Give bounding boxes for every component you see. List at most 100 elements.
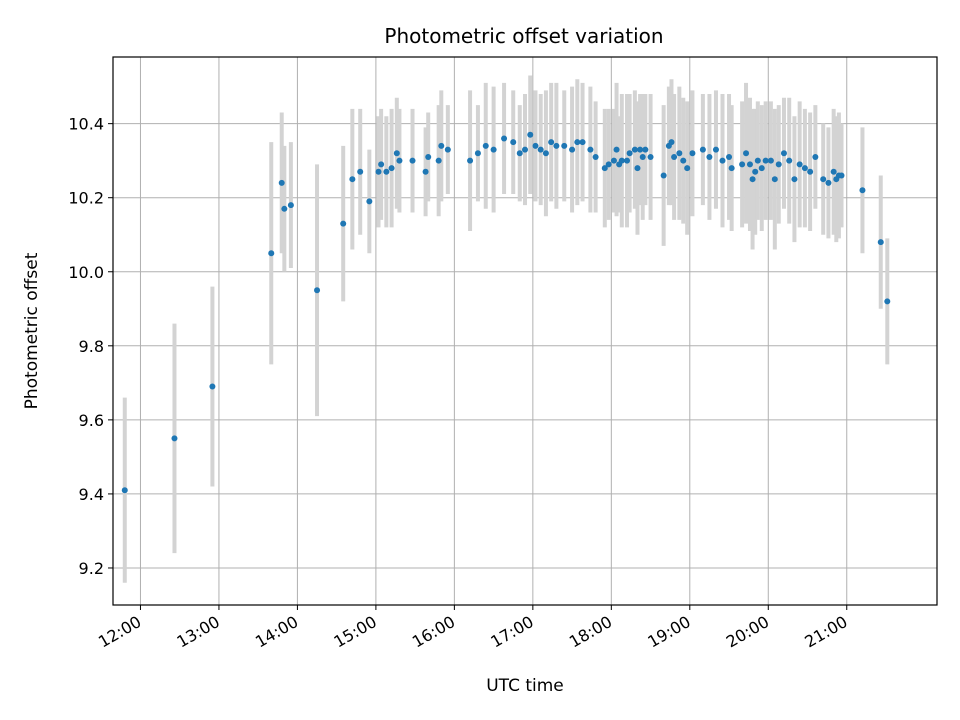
data-point	[754, 157, 761, 164]
data-point	[425, 153, 432, 160]
data-point	[613, 146, 620, 153]
y-axis-label: Photometric offset	[22, 252, 42, 409]
data-point	[791, 176, 798, 183]
data-point	[357, 168, 364, 175]
data-point	[618, 157, 625, 164]
data-point	[699, 146, 706, 153]
data-point	[349, 176, 356, 183]
data-point	[647, 153, 654, 160]
data-point	[719, 157, 726, 164]
data-point	[771, 176, 778, 183]
data-point	[786, 157, 793, 164]
data-point	[684, 165, 691, 172]
data-point	[422, 168, 429, 175]
y-axis-ticks: 9.2 9.4 9.6 9.8 10.0 10.2 10.4	[68, 115, 113, 578]
data-point	[516, 150, 523, 157]
data-point	[838, 172, 845, 179]
data-point	[775, 161, 782, 168]
data-point	[762, 157, 769, 164]
x-tick-label: 14:00	[252, 612, 301, 652]
data-point	[287, 202, 294, 209]
data-point	[668, 139, 675, 146]
x-tick-label: 17:00	[487, 612, 536, 652]
data-point	[660, 172, 667, 179]
data-point	[490, 146, 497, 153]
data-point	[610, 157, 617, 164]
data-point	[209, 383, 216, 390]
data-point	[537, 146, 544, 153]
data-point	[548, 139, 555, 146]
data-point	[435, 157, 442, 164]
data-point	[396, 157, 403, 164]
y-tick-label: 9.8	[79, 337, 104, 356]
data-point	[438, 142, 445, 149]
data-point	[474, 150, 481, 157]
data-point	[171, 435, 178, 442]
data-point	[767, 157, 774, 164]
error-bars	[122, 75, 890, 583]
data-point	[884, 298, 891, 305]
data-point	[561, 142, 568, 149]
data-point	[634, 165, 641, 172]
data-point	[569, 146, 576, 153]
data-point	[728, 165, 735, 172]
data-point	[393, 150, 400, 157]
data-point	[482, 142, 489, 149]
data-point	[601, 165, 608, 172]
data-point	[807, 168, 814, 175]
data-point	[859, 187, 866, 194]
data-point	[542, 150, 549, 157]
data-point	[281, 205, 288, 212]
x-tick-label: 16:00	[409, 612, 458, 652]
data-point	[375, 168, 382, 175]
data-point	[501, 135, 508, 142]
data-point	[574, 139, 581, 146]
data-point	[553, 142, 560, 149]
y-tick-label: 9.2	[79, 559, 104, 578]
data-point	[796, 161, 803, 168]
y-tick-label: 10.0	[68, 263, 104, 282]
data-point	[825, 179, 832, 186]
data-point	[383, 168, 390, 175]
x-axis-ticks: 12:00 13:00 14:00 15:00 16:00 17:00 18:00 19:00…	[95, 605, 851, 652]
y-tick-label: 9.4	[79, 485, 104, 504]
data-point	[676, 150, 683, 157]
data-point	[752, 168, 759, 175]
data-point	[592, 153, 599, 160]
data-point	[680, 157, 687, 164]
data-point	[626, 150, 633, 157]
data-point	[587, 146, 594, 153]
data-point	[706, 153, 713, 160]
x-tick-label: 20:00	[723, 612, 772, 652]
data-point	[631, 146, 638, 153]
x-tick-label: 18:00	[566, 612, 615, 652]
data-point	[812, 153, 819, 160]
data-point	[314, 287, 321, 294]
data-point	[637, 146, 644, 153]
data-point	[340, 220, 347, 227]
data-point	[639, 153, 646, 160]
data-point	[366, 198, 373, 205]
data-points	[121, 131, 891, 494]
data-point	[780, 150, 787, 157]
data-point	[388, 165, 395, 172]
x-tick-label: 15:00	[330, 612, 379, 652]
y-tick-label: 10.2	[68, 189, 104, 208]
data-point	[877, 239, 884, 246]
data-point	[726, 153, 733, 160]
data-point	[467, 157, 474, 164]
x-tick-label: 19:00	[644, 612, 693, 652]
data-point	[801, 165, 808, 172]
x-tick-label: 21:00	[801, 612, 850, 652]
data-point	[605, 161, 612, 168]
data-point	[532, 142, 539, 149]
data-point	[689, 150, 696, 157]
data-point	[444, 146, 451, 153]
data-point	[624, 157, 631, 164]
data-point	[712, 146, 719, 153]
data-point	[749, 176, 756, 183]
data-point	[671, 153, 678, 160]
data-point	[579, 139, 586, 146]
data-point	[121, 487, 128, 494]
